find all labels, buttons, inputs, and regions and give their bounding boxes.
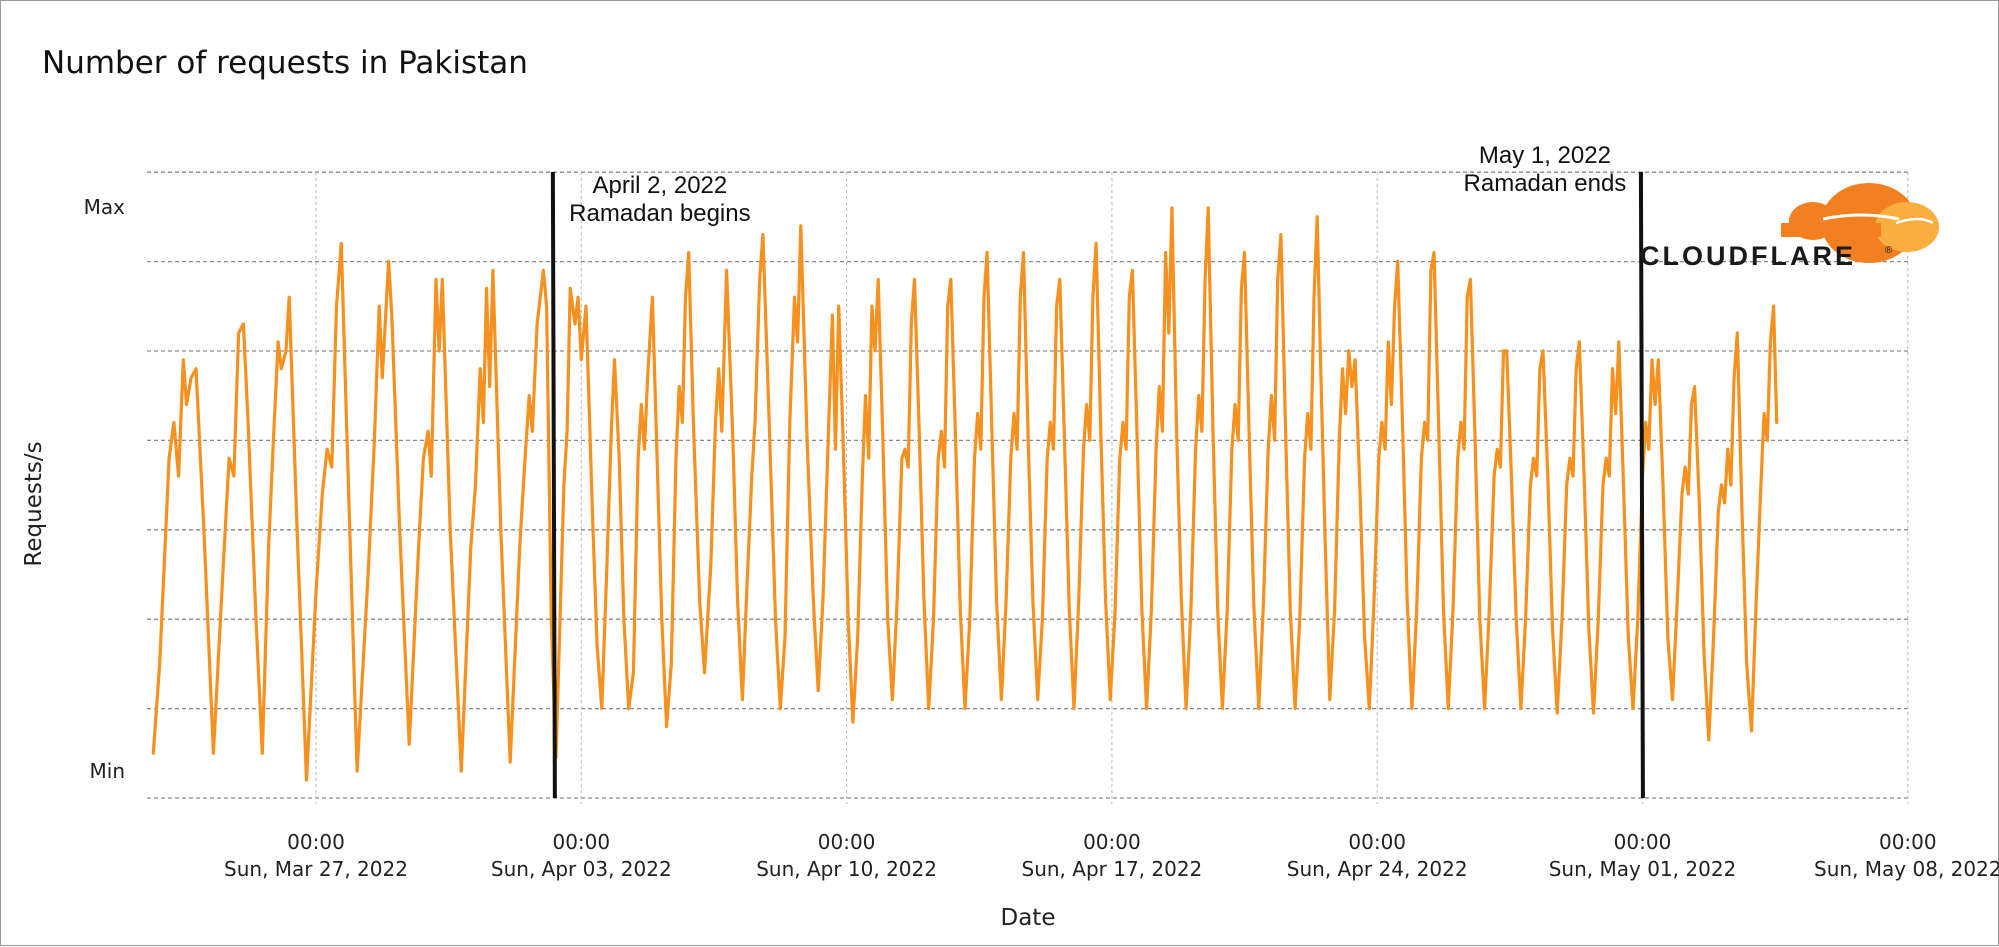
x-tick-date: Sun, Mar 27, 2022 [224, 857, 408, 881]
x-tick-labels: 00:00 Sun, Mar 27, 2022 00:00 Sun, Apr 03, … [224, 830, 1999, 881]
annotation-label: April 2, 2022 [592, 172, 727, 199]
x-tick-date: Sun, May 01, 2022 [1549, 857, 1737, 881]
x-axis-label: Date [1001, 905, 1056, 931]
x-tick-time: 00:00 [818, 830, 876, 854]
y-tick-max: Max [84, 195, 126, 219]
requests-series-line [151, 206, 1779, 782]
x-tick-date: Sun, Apr 24, 2022 [1287, 857, 1468, 881]
y-tick-labels: Max Min [84, 195, 126, 783]
x-tick-date: Sun, Apr 03, 2022 [491, 857, 672, 881]
x-tick-date: Sun, Apr 17, 2022 [1022, 857, 1203, 881]
annotation-label: Ramadan ends [1464, 170, 1627, 197]
x-tick-time: 00:00 [1348, 830, 1406, 854]
x-tick-date: Sun, May 08, 2022 [1814, 857, 1999, 881]
y-tick-min: Min [90, 759, 126, 783]
annotation-line [550, 171, 557, 799]
cloudflare-logo: CLOUDFLARE ® [1640, 183, 1939, 271]
x-tick-date: Sun, Apr 10, 2022 [756, 857, 937, 881]
annotation-label: May 1, 2022 [1479, 142, 1611, 169]
x-tick-time: 00:00 [1083, 830, 1141, 854]
y-axis-label: Requests/s [21, 441, 47, 566]
annotation-label: Ramadan begins [569, 200, 750, 227]
cloud-icon [1781, 183, 1939, 263]
cloudflare-wordmark: CLOUDFLARE [1640, 241, 1856, 271]
annotation-line [1638, 171, 1645, 799]
trademark-symbol: ® [1885, 245, 1893, 256]
x-tick-time: 00:00 [287, 830, 345, 854]
x-tick-time: 00:00 [1879, 830, 1937, 854]
x-tick-time: 00:00 [552, 830, 610, 854]
chart-title: Number of requests in Pakistan [42, 45, 528, 81]
x-tick-time: 00:00 [1614, 830, 1672, 854]
